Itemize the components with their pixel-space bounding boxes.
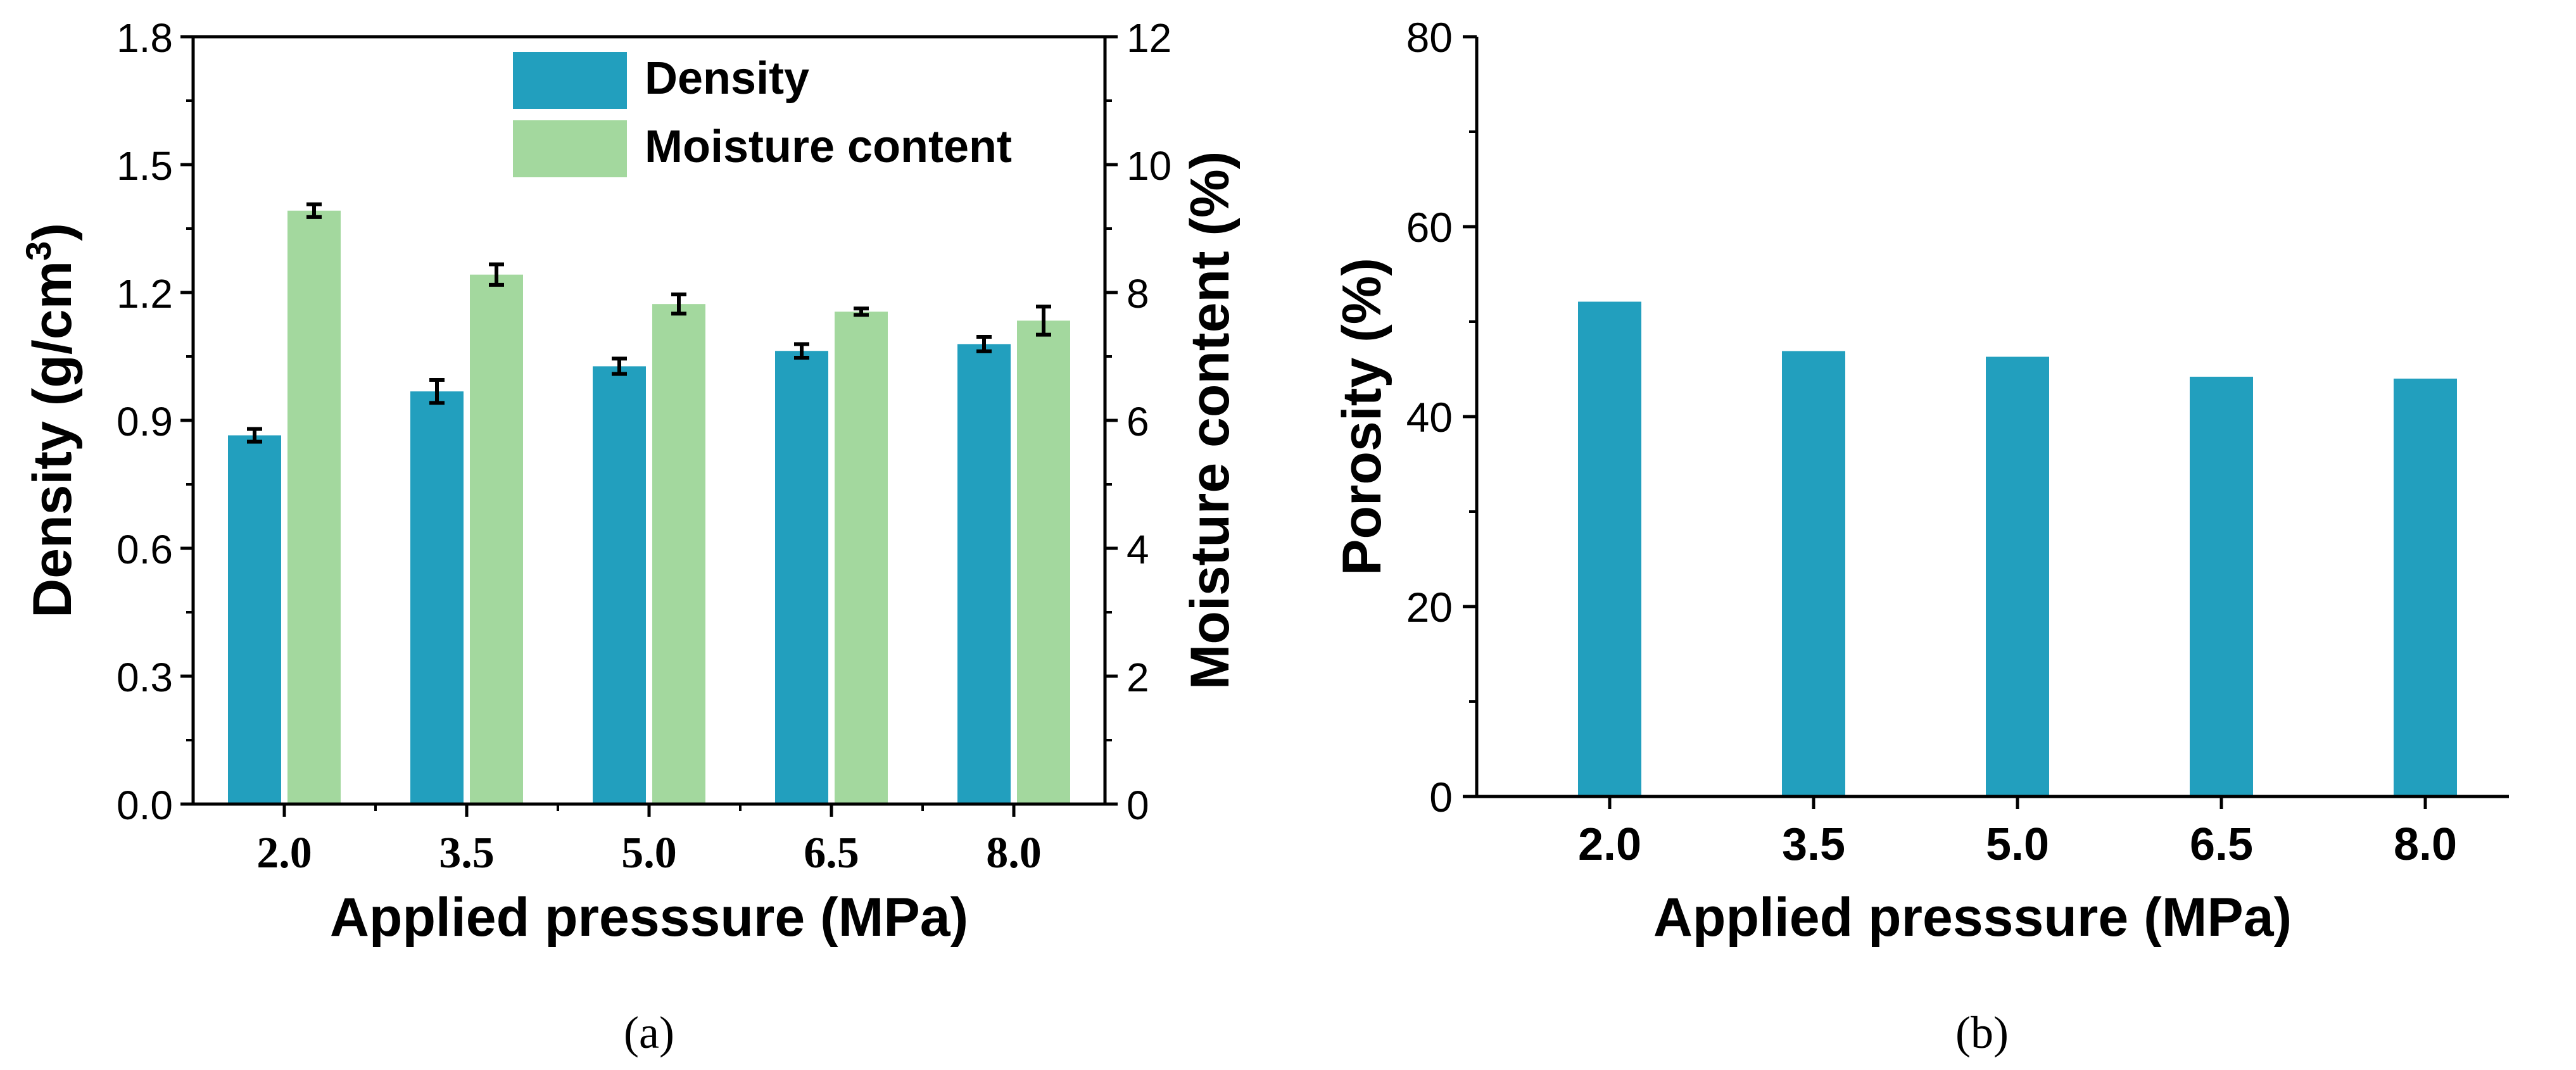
porosity-bar-2.0 xyxy=(1578,301,1641,796)
density-bar-8.0 xyxy=(957,344,1011,804)
moisture-error-bar-6.5 xyxy=(854,306,869,317)
x-tick-label: 8.0 xyxy=(986,829,1042,878)
density-error-bar-8.0 xyxy=(976,335,992,353)
chart-panel-b: 0 20 40 60 80 2.0 3.5 5.0 6.5 8.0 Applied presssur… xyxy=(1332,14,2509,1058)
right-y-tick-label: 8 xyxy=(1127,271,1149,317)
right-y-tick-label: 0 xyxy=(1127,783,1149,828)
x-tick-label: 6.5 xyxy=(804,829,859,878)
left-y-tick-label: 1.5 xyxy=(117,143,173,189)
porosity-bar-8.0 xyxy=(2394,379,2457,796)
left-y-tick-label: 0.9 xyxy=(117,399,173,444)
density-bar-6.5 xyxy=(775,351,828,804)
x-tick-label: 2.0 xyxy=(1578,819,1641,870)
moisture-bar-3.5 xyxy=(470,274,523,805)
moisture-bar-6.5 xyxy=(835,312,888,804)
density-bar-2.0 xyxy=(228,435,281,804)
legend-swatch-density xyxy=(513,52,627,109)
y-tick-label: 60 xyxy=(1406,204,1453,251)
x-tick-label: 5.0 xyxy=(621,829,677,878)
x-axis-label: Applied presssure (MPa) xyxy=(1653,887,2292,948)
legend: Density Moisture content xyxy=(513,52,1012,177)
density-error-bar-6.5 xyxy=(794,342,809,360)
left-y-axis-label-sup: 3 xyxy=(18,241,58,261)
density-bar-5.0 xyxy=(593,366,646,804)
left-y-axis-label-main: Density (g/cm xyxy=(22,261,83,618)
x-tick-label: 6.5 xyxy=(2190,819,2253,870)
left-y-tick-label: 1.8 xyxy=(117,15,173,61)
y-tick-label: 80 xyxy=(1406,14,1453,61)
y-tick-label: 20 xyxy=(1406,584,1453,631)
right-y-tick-label: 6 xyxy=(1127,399,1149,444)
density-bar-3.5 xyxy=(410,391,464,804)
left-y-tick-label: 0.6 xyxy=(117,527,173,572)
porosity-bar-6.5 xyxy=(2190,377,2253,796)
left-y-tick-label: 0.3 xyxy=(117,655,173,700)
moisture-bar-2.0 xyxy=(287,210,341,805)
right-y-tick-label: 10 xyxy=(1127,143,1171,189)
left-y-tick-label: 0.0 xyxy=(117,783,173,828)
porosity-bar-3.5 xyxy=(1782,351,1845,796)
x-axis-label: Applied presssure (MPa) xyxy=(330,887,968,948)
right-y-tick-label: 12 xyxy=(1127,15,1171,61)
moisture-error-bar-3.5 xyxy=(489,262,504,287)
x-tick-label: 2.0 xyxy=(256,829,312,878)
right-y-tick-label: 4 xyxy=(1127,527,1149,572)
porosity-bar-5.0 xyxy=(1986,356,2049,796)
y-tick-label: 0 xyxy=(1429,774,1453,821)
legend-label-moisture: Moisture content xyxy=(645,122,1012,172)
x-tick-label: 3.5 xyxy=(439,829,495,878)
chart-panel-a: 0.0 0.3 0.6 0.9 1.2 1.5 1.8 0 2 4 6 8 10 12 2.0 3.5 5.0 6… xyxy=(18,15,1241,1058)
left-y-axis-label-end: ) xyxy=(22,223,83,241)
density-error-bar-5.0 xyxy=(612,356,627,376)
right-y-axis-label: Moisture content (%) xyxy=(1180,151,1241,689)
moisture-error-bar-2.0 xyxy=(306,202,322,219)
x-tick-label: 5.0 xyxy=(1986,819,2049,870)
moisture-bar-8.0 xyxy=(1017,320,1070,804)
left-y-tick-label: 1.2 xyxy=(117,271,173,317)
right-y-tick-label: 2 xyxy=(1127,655,1149,700)
panel-label-a: (a) xyxy=(624,1007,674,1058)
moisture-error-bar-5.0 xyxy=(671,293,686,316)
moisture-bar-5.0 xyxy=(652,304,705,804)
density-error-bar-2.0 xyxy=(247,427,262,444)
legend-swatch-moisture xyxy=(513,120,627,177)
panel-label-b: (b) xyxy=(1955,1007,2009,1058)
x-tick-label: 3.5 xyxy=(1782,819,1845,870)
left-y-axis-label: Density (g/cm3) xyxy=(18,223,83,618)
legend-label-density: Density xyxy=(645,53,809,104)
moisture-error-bar-8.0 xyxy=(1036,305,1051,337)
x-tick-label: 8.0 xyxy=(2394,819,2457,870)
y-axis-label: Porosity (%) xyxy=(1332,258,1392,576)
y-tick-label: 40 xyxy=(1406,394,1453,441)
density-error-bar-3.5 xyxy=(429,378,445,405)
